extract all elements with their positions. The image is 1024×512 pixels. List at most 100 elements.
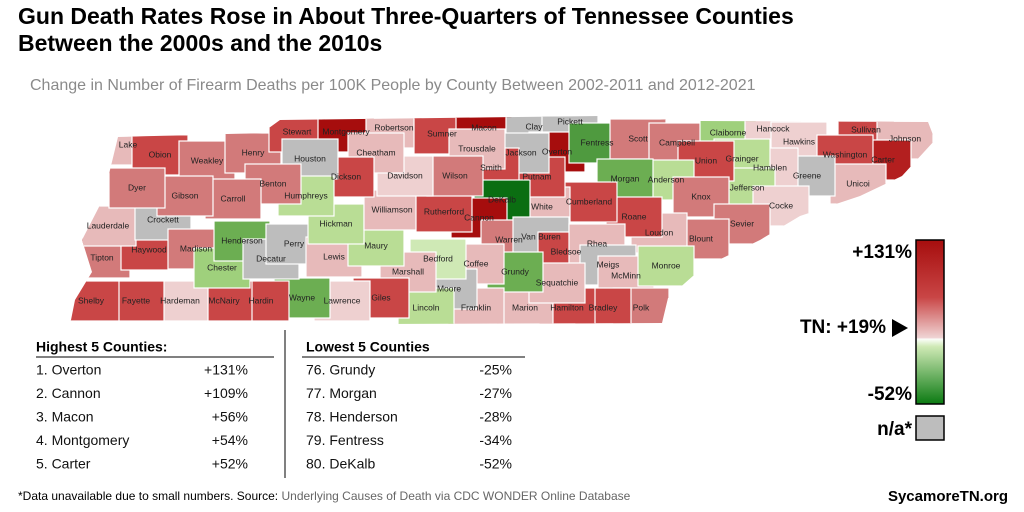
county-label: Anderson bbox=[648, 174, 685, 184]
source-link[interactable]: Underlying Causes of Death via CDC WONDE… bbox=[281, 489, 630, 503]
county-label: Perry bbox=[284, 238, 305, 248]
table-county: 3. Macon bbox=[36, 409, 94, 425]
table-county: 76. Grundy bbox=[306, 362, 375, 378]
county-label: Fayette bbox=[122, 295, 151, 305]
table-county: 78. Henderson bbox=[306, 409, 398, 425]
county-label: Davidson bbox=[387, 170, 423, 180]
county-label: Tipton bbox=[90, 252, 114, 262]
county-label: Hickman bbox=[319, 218, 352, 228]
table-value: +54% bbox=[212, 432, 248, 448]
county-label: Macon bbox=[471, 122, 497, 132]
county-label: Houston bbox=[294, 153, 326, 163]
county-label: McMinn bbox=[611, 270, 641, 280]
county-label: White bbox=[531, 201, 553, 211]
county-label: Haywood bbox=[131, 244, 167, 254]
county-label: Stewart bbox=[283, 126, 312, 136]
table-county: 5. Carter bbox=[36, 456, 91, 472]
county-label: Cannon bbox=[464, 212, 494, 222]
legend-state: TN: +19% bbox=[800, 317, 886, 338]
county-label: Hardeman bbox=[160, 295, 200, 305]
legend-scale bbox=[915, 239, 945, 405]
table-county: 79. Fentress bbox=[306, 432, 384, 448]
county-label: Henderson bbox=[221, 235, 263, 245]
legend-min: -52% bbox=[868, 384, 912, 405]
county-label: DeKalb bbox=[488, 194, 516, 204]
county-label: Robertson bbox=[374, 122, 413, 132]
county-label: Wilson bbox=[442, 170, 468, 180]
county-label: Carroll bbox=[220, 193, 245, 203]
county-label: Monroe bbox=[652, 260, 681, 270]
county-label: Giles bbox=[371, 292, 390, 302]
table-value: +131% bbox=[204, 362, 248, 378]
county-label: Sevier bbox=[730, 218, 754, 228]
county-label: Van Buren bbox=[521, 231, 561, 241]
county-label: Claiborne bbox=[710, 127, 747, 137]
county-label: Benton bbox=[260, 178, 287, 188]
table-county: 2. Cannon bbox=[36, 385, 101, 401]
county-label: Smith bbox=[480, 162, 502, 172]
table-value: -25% bbox=[479, 362, 512, 378]
county bbox=[156, 175, 214, 217]
county-label: Scott bbox=[628, 133, 648, 143]
county-label: Decatur bbox=[256, 253, 286, 263]
county-label: Marshall bbox=[392, 266, 424, 276]
county-label: Franklin bbox=[461, 302, 492, 312]
county-label: Hamblen bbox=[753, 162, 787, 172]
county-label: Bledsoe bbox=[551, 246, 582, 256]
county-label: Greene bbox=[793, 170, 822, 180]
county-label: Trousdale bbox=[458, 143, 496, 153]
county-label: Coffee bbox=[464, 258, 489, 268]
county-label: Cumberland bbox=[566, 196, 613, 206]
county bbox=[426, 155, 484, 197]
county-labels: Lake Obion Weakley Henry Stewart Montgomery Ro… bbox=[78, 116, 921, 312]
county-label: Jackson bbox=[505, 147, 536, 157]
map bbox=[70, 116, 934, 325]
county-label: Putnam bbox=[522, 171, 551, 181]
county-label: Crockett bbox=[147, 214, 179, 224]
county-label: Meigs bbox=[597, 259, 620, 269]
county-label: Bradley bbox=[589, 302, 619, 312]
footnote-text: *Data unavailable due to small numbers. … bbox=[18, 489, 281, 503]
title-line: Gun Death Rates Rose in About Three-Quar… bbox=[18, 3, 794, 29]
county-label: Grundy bbox=[501, 266, 530, 276]
subtitle: Change in Number of Firearm Deaths per 1… bbox=[30, 77, 756, 94]
county-label: Dickson bbox=[331, 171, 362, 181]
table-county: 1. Overton bbox=[36, 362, 101, 378]
county-label: Sequatchie bbox=[536, 277, 579, 287]
county-label: Chester bbox=[207, 262, 237, 272]
county-label: Jefferson bbox=[730, 182, 765, 192]
county-label: Lawrence bbox=[324, 295, 361, 305]
county-label: Obion bbox=[149, 149, 172, 159]
table-value: -34% bbox=[479, 432, 512, 448]
table-heading: Lowest 5 Counties bbox=[306, 339, 430, 355]
county-label: Carter bbox=[871, 154, 895, 164]
county-label: Moore bbox=[437, 283, 461, 293]
county-label: Campbell bbox=[659, 137, 695, 147]
footnote: *Data unavailable due to small numbers. … bbox=[18, 489, 631, 503]
county-label: Unicoi bbox=[846, 178, 870, 188]
county-label: Hancock bbox=[756, 123, 790, 133]
table-heading: Highest 5 Counties: bbox=[36, 339, 167, 355]
county-label: Madison bbox=[180, 243, 212, 253]
legend-na-swatch bbox=[915, 415, 945, 441]
county-label: Polk bbox=[633, 302, 650, 312]
county-label: Sumner bbox=[427, 128, 457, 138]
county-label: Weakley bbox=[191, 155, 224, 165]
county-label: Cheatham bbox=[356, 147, 395, 157]
county-label: Wayne bbox=[289, 292, 315, 302]
county-label: Maury bbox=[364, 240, 388, 250]
county-label: Lake bbox=[119, 139, 138, 149]
county-label: Johnson bbox=[889, 133, 921, 143]
county-label: Knox bbox=[691, 191, 711, 201]
legend-na: n/a* bbox=[877, 419, 912, 440]
table-value: +109% bbox=[204, 385, 248, 401]
county-label: Rhea bbox=[587, 238, 608, 248]
table-value: +56% bbox=[212, 409, 248, 425]
county-label: Williamson bbox=[371, 204, 412, 214]
county-label: Marion bbox=[512, 302, 538, 312]
county-label: Morgan bbox=[611, 173, 640, 183]
county-label: Lewis bbox=[323, 251, 345, 261]
county-label: Pickett bbox=[557, 116, 583, 126]
county-label: Blount bbox=[689, 233, 714, 243]
